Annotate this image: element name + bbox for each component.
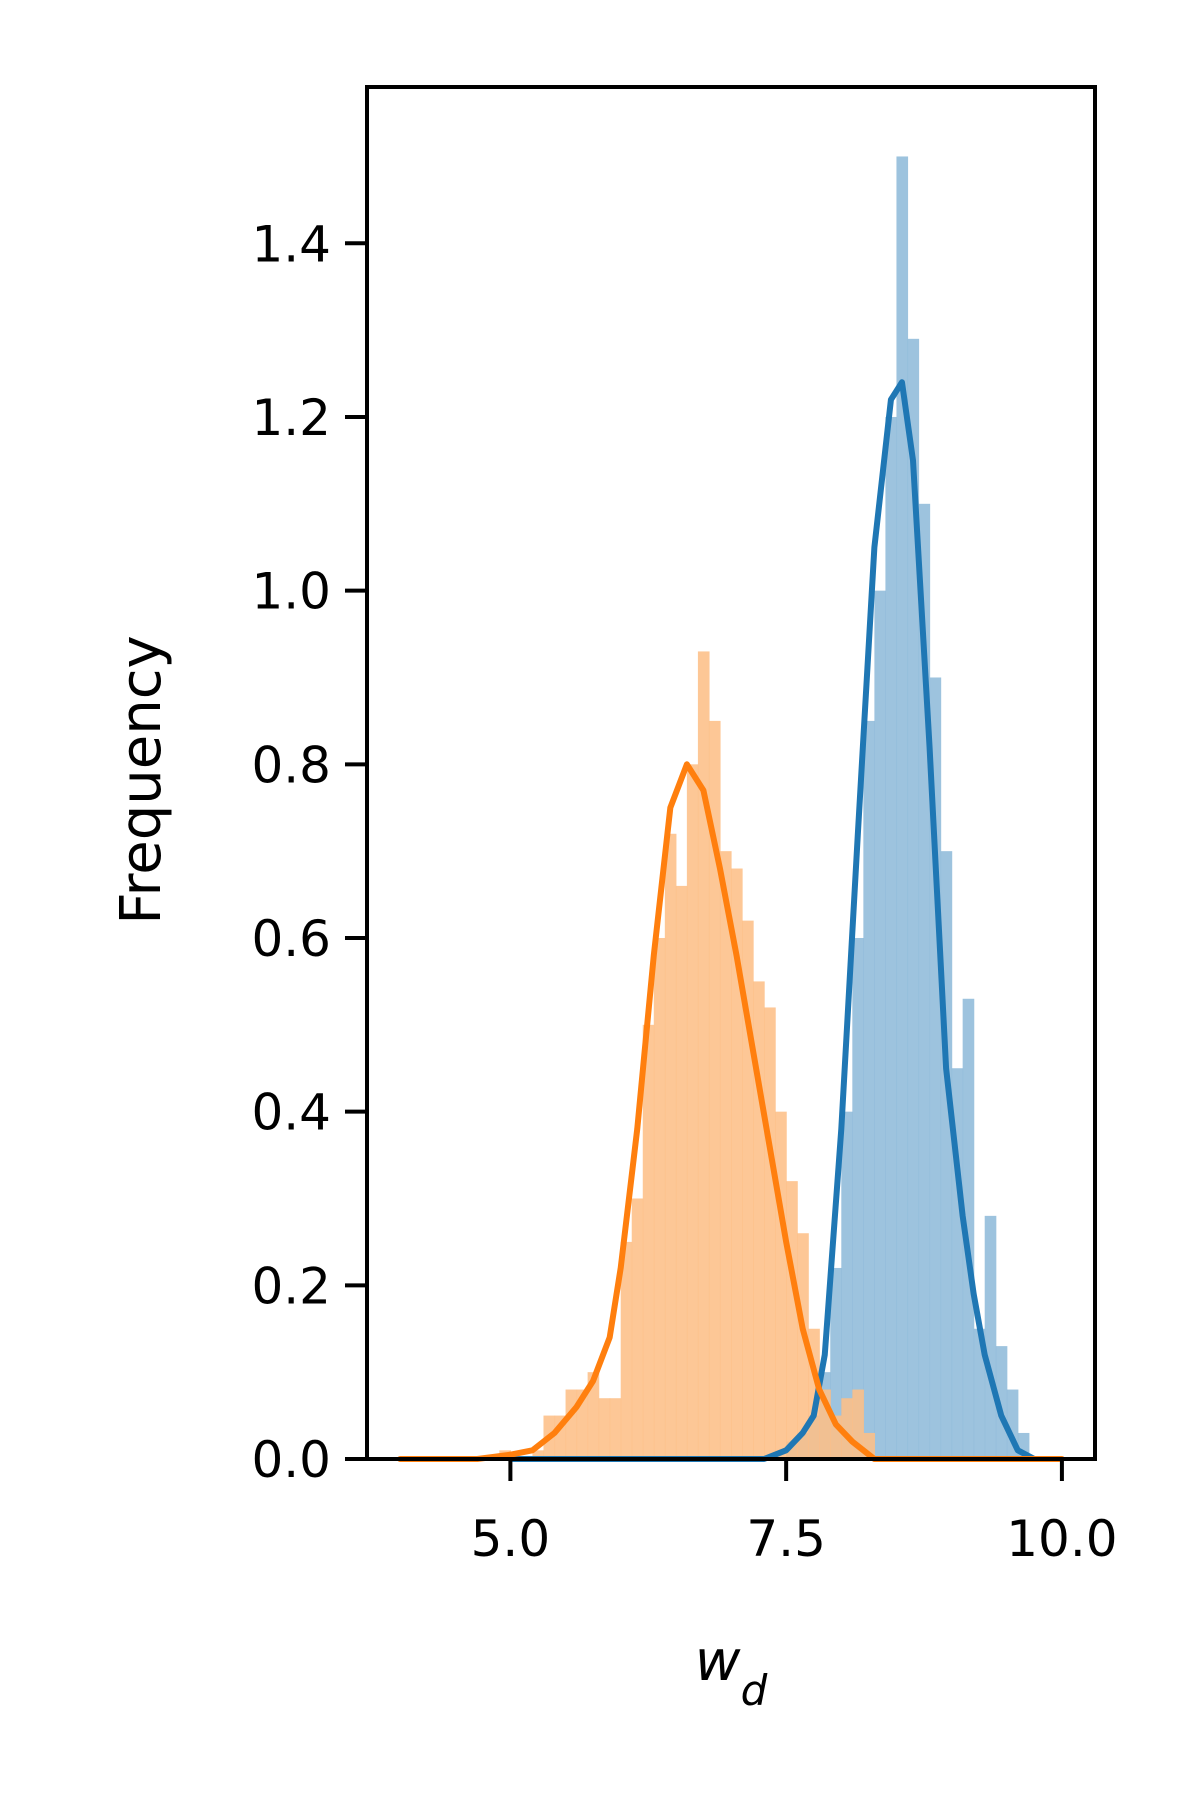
y-tick-label-5: 0.8	[251, 736, 331, 794]
plot-area	[365, 85, 1097, 1462]
histogram-bar-series-2-16	[686, 764, 699, 1459]
y-tick-label-1: 0.0	[251, 1431, 331, 1489]
histogram-bar-series-2-30	[841, 1398, 853, 1459]
histogram-bars	[499, 156, 1030, 1460]
histogram-bar-series-1-17	[962, 998, 975, 1459]
histogram-bar-series-1-22	[1017, 1432, 1030, 1459]
y-tick-label-6: 1.0	[251, 563, 331, 621]
y-axis-title: Frequency	[109, 635, 174, 924]
histogram-bar-series-1-16	[951, 1068, 964, 1459]
histogram-bar-series-1-10	[885, 416, 898, 1460]
y-tick-label-7: 1.2	[251, 389, 331, 447]
histogram-bar-series-2-7	[587, 1372, 600, 1459]
histogram-bar-series-2-26	[797, 1233, 809, 1459]
histogram-bar-series-1-20	[995, 1346, 1008, 1459]
histogram-bar-series-2-25	[786, 1181, 798, 1459]
histogram-bar-series-1-19	[984, 1215, 997, 1459]
histogram-bar-series-2-18	[708, 720, 721, 1459]
histogram-bar-series-2-17	[697, 651, 710, 1459]
histogram-bar-series-2-22	[753, 981, 765, 1459]
density-curves	[397, 379, 1065, 1462]
histogram-bar-series-1-14	[929, 677, 942, 1459]
histogram-bar-series-1-18	[973, 1328, 986, 1459]
histogram-bar-series-2-21	[742, 920, 754, 1459]
histogram-bar-series-2-20	[731, 868, 743, 1459]
histogram-bar-series-1-6	[841, 1111, 853, 1459]
density-curve-series-2	[397, 761, 1065, 1462]
histogram-bar-series-2-6	[576, 1389, 589, 1459]
histogram-bar-series-2-11	[631, 1198, 644, 1459]
histogram-bar-series-2-29	[830, 1415, 842, 1459]
histogram-bar-series-1-11	[896, 156, 909, 1460]
y-tick-label-2: 0.2	[251, 1257, 331, 1315]
x-axis: 5.0 7.5 10.0	[471, 1459, 1118, 1568]
x-tick-label-2: 7.5	[746, 1510, 826, 1568]
y-axis: 0.0 0.2 0.4 0.6 0.8 1.0 1.2 1.4	[251, 215, 367, 1489]
x-axis-title-base: w	[695, 1629, 741, 1694]
y-tick-label-8: 1.4	[251, 215, 331, 273]
plot-frame	[365, 85, 1097, 1461]
histogram-bar-series-1-8	[863, 720, 875, 1459]
histogram-bar-series-2-23	[764, 1007, 776, 1459]
density-curve-series-1	[507, 379, 1038, 1462]
x-axis-title-subscript: d	[741, 1666, 768, 1715]
histogram-bar-series-2-13	[653, 937, 666, 1459]
histogram-bar-series-1-5	[830, 1267, 842, 1459]
histogram-bar-series-2-15	[675, 885, 688, 1459]
histogram-bar-series-2-10	[620, 1241, 633, 1459]
histogram-bar-series-2-4	[554, 1415, 567, 1459]
histogram-bar-series-1-21	[1006, 1389, 1019, 1459]
x-tick-label-3: 10.0	[1006, 1510, 1117, 1568]
histogram-bar-series-2-28	[819, 1389, 831, 1459]
histogram-bar-series-2-24	[775, 1111, 787, 1459]
y-tick-label-4: 0.6	[251, 910, 331, 968]
histogram-bar-series-2-14	[664, 833, 677, 1459]
histogram-bar-series-2-27	[808, 1328, 820, 1459]
histogram-bar-series-1-13	[918, 503, 931, 1459]
histogram-bar-series-2-12	[642, 1024, 655, 1459]
histogram-bar-series-2-19	[719, 851, 732, 1459]
y-tick-label-3: 0.4	[251, 1084, 331, 1142]
histogram-bar-series-2-31	[852, 1389, 864, 1459]
histogram-bar-series-1-7	[852, 937, 864, 1459]
histogram-bar-series-2-2	[532, 1450, 545, 1459]
histogram-bar-series-1-9	[874, 590, 887, 1459]
histogram-bar-series-1-15	[940, 851, 953, 1459]
histogram-bar-series-2-32	[863, 1432, 875, 1459]
histogram-bar-series-2-9	[609, 1398, 622, 1459]
x-axis-title: wd	[695, 1629, 768, 1715]
histogram-bar-series-1-12	[907, 338, 920, 1459]
histogram-bar-series-2-5	[565, 1389, 578, 1459]
x-tick-label-1: 5.0	[471, 1510, 551, 1568]
histogram-bar-series-2-8	[598, 1398, 611, 1459]
